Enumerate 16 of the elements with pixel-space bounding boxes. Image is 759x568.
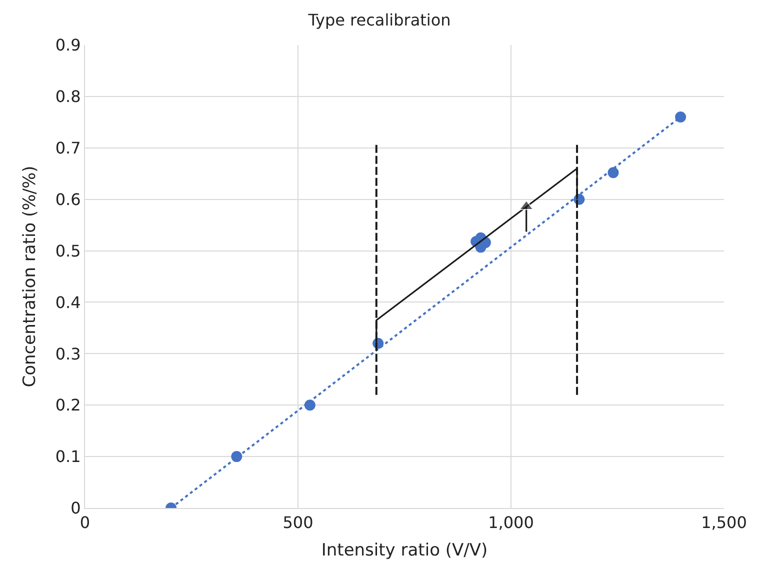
y-tick-label: 0.5 (55, 241, 81, 260)
y-tick-label: 0 (70, 498, 81, 518)
y-tick-label: 0.4 (55, 292, 81, 312)
x-tick-label: 500 (282, 513, 314, 532)
y-tick-label: 0.7 (55, 138, 81, 158)
x-tick-label: 1,500 (701, 513, 747, 532)
y-tick-label: 0.3 (55, 344, 81, 364)
x-axis-title: Intensity ratio (V/V) (321, 540, 488, 561)
chart-title: Type recalibration (307, 10, 451, 30)
y-axis-title: Concentration ratio (%/%) (20, 166, 40, 388)
y-tick-label: 0.2 (55, 396, 81, 415)
y-tick-label: 0.1 (55, 447, 81, 466)
y-tick-label: 0.8 (55, 87, 81, 106)
x-tick-label: 1,000 (488, 513, 534, 532)
y-tick-label: 0.9 (55, 36, 81, 55)
y-tick-label: 0.6 (55, 190, 81, 209)
